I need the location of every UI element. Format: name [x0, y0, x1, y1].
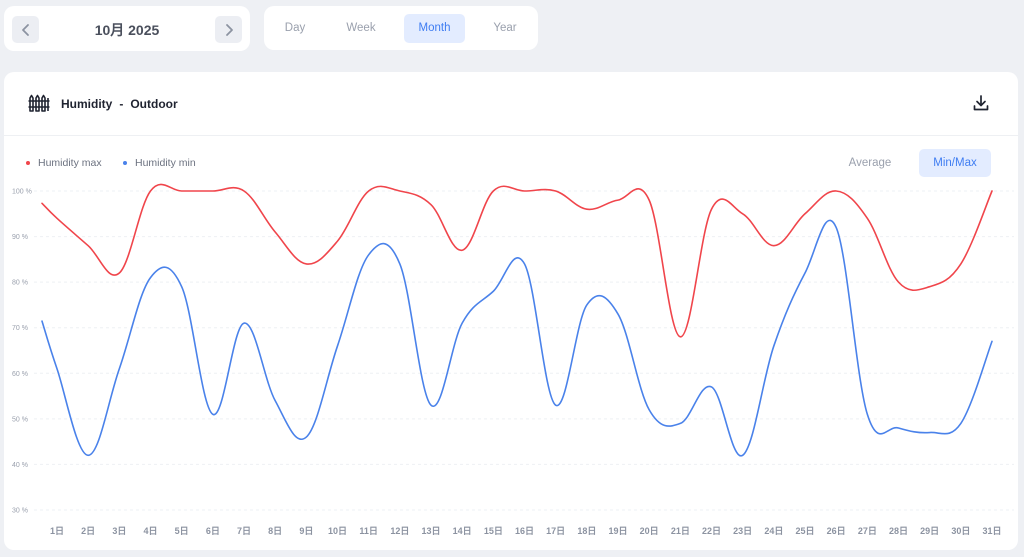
- x-tick-label: 25日: [795, 526, 814, 536]
- x-tick-label: 18日: [577, 526, 596, 536]
- y-tick-label: 60 %: [12, 371, 28, 378]
- minmax-button[interactable]: Min/Max: [919, 149, 991, 177]
- x-tick-label: 14日: [453, 526, 472, 536]
- humidity-line-chart: 100 % 90 % 80 % 70 % 60 % 50 % 40 % 30 % 1日 2日 3日 4…: [12, 183, 1014, 536]
- y-tick-label: 70 %: [12, 325, 28, 332]
- next-month-button[interactable]: [215, 16, 242, 43]
- legend-label-max: Humidity max: [38, 157, 102, 169]
- y-tick-label: 40 %: [12, 462, 28, 469]
- y-tick-label: 30 %: [12, 508, 28, 515]
- x-tick-label: 22日: [702, 526, 721, 536]
- x-tick-label: 17日: [546, 526, 565, 536]
- x-tick-label: 3日: [112, 526, 126, 536]
- x-tick-label: 4日: [143, 526, 157, 536]
- chevron-left-icon: [21, 23, 29, 36]
- x-tick-label: 31日: [982, 526, 1001, 536]
- x-tick-label: 20日: [640, 526, 659, 536]
- x-tick-label: 21日: [671, 526, 690, 536]
- x-tick-label: 23日: [733, 526, 752, 536]
- x-tick-label: 30日: [951, 526, 970, 536]
- fence-icon: [28, 94, 50, 112]
- card-title: Humidity - Outdoor: [61, 97, 178, 111]
- series-line-humidity-max[interactable]: [41, 183, 993, 338]
- prev-month-button[interactable]: [12, 16, 39, 43]
- x-tick-label: 7日: [237, 526, 251, 536]
- average-button[interactable]: Average: [848, 157, 892, 169]
- x-tick-label: 11日: [359, 526, 378, 536]
- tab-month[interactable]: Month: [404, 14, 465, 43]
- month-navigator: 10月 2025: [4, 6, 250, 51]
- x-tick-label: 29日: [920, 526, 939, 536]
- tab-year[interactable]: Year: [493, 22, 517, 34]
- y-tick-label: 80 %: [12, 280, 28, 287]
- tab-day[interactable]: Day: [284, 22, 306, 34]
- x-tick-label: 19日: [608, 526, 627, 536]
- legend-item-max[interactable]: Humidity max: [26, 157, 102, 169]
- series-line-humidity-min[interactable]: [41, 219, 993, 457]
- x-tick-label: 10日: [328, 526, 347, 536]
- x-tick-label: 26日: [827, 526, 846, 536]
- x-tick-label: 27日: [858, 526, 877, 536]
- x-tick-label: 13日: [421, 526, 440, 536]
- card-header: Humidity - Outdoor: [4, 72, 1018, 136]
- legend-dot-min: [123, 161, 127, 165]
- chevron-right-icon: [225, 23, 233, 36]
- x-tick-label: 5日: [175, 526, 189, 536]
- x-tick-label: 9日: [299, 526, 313, 536]
- x-tick-label: 2日: [81, 526, 95, 536]
- title-location: Outdoor: [130, 97, 178, 111]
- legend-item-min[interactable]: Humidity min: [123, 157, 196, 169]
- x-tick-label: 15日: [484, 526, 503, 536]
- x-tick-label: 28日: [889, 526, 908, 536]
- x-tick-label: 12日: [390, 526, 409, 536]
- title-metric: Humidity: [61, 97, 113, 111]
- range-tabs: Day Week Month Year: [264, 6, 538, 50]
- y-tick-label: 90 %: [12, 234, 28, 241]
- humidity-chart-card: Humidity - Outdoor Humidity max Humidity m…: [4, 72, 1018, 550]
- x-tick-label: 1日: [50, 526, 64, 536]
- month-label: 10月 2025: [94, 22, 160, 38]
- x-tick-label: 24日: [764, 526, 783, 536]
- legend-dot-max: [26, 161, 30, 165]
- y-tick-label: 50 %: [12, 416, 28, 423]
- download-icon[interactable]: [972, 94, 990, 112]
- x-tick-label: 6日: [206, 526, 220, 536]
- x-tick-label: 16日: [515, 526, 534, 536]
- tab-week[interactable]: Week: [346, 22, 376, 34]
- legend-label-min: Humidity min: [135, 157, 196, 169]
- x-tick-label: 8日: [268, 526, 282, 536]
- title-separator: -: [119, 97, 124, 111]
- y-tick-label: 100 %: [12, 189, 32, 196]
